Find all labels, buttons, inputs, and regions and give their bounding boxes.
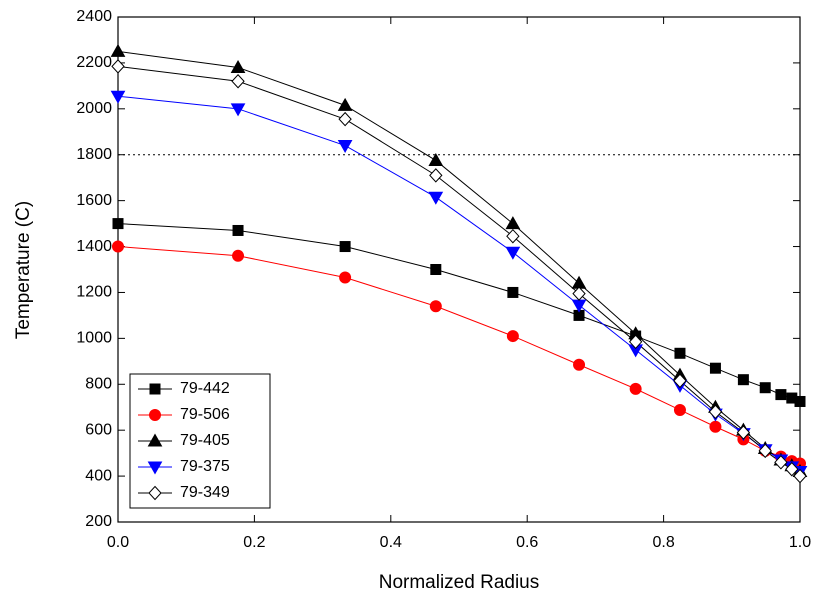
data-point	[736, 425, 751, 440]
data-point	[572, 286, 586, 301]
x-tick-label: 0.4	[380, 534, 402, 551]
data-point	[430, 264, 442, 275]
x-tick-label: 0.6	[516, 534, 538, 551]
data-point	[573, 358, 586, 371]
data-point	[338, 111, 352, 127]
y-tick-label: 1200	[76, 284, 112, 301]
legend-label: 79-349	[180, 484, 230, 501]
data-point	[111, 59, 125, 74]
data-point	[429, 300, 442, 313]
x-tick-label: 0.0	[107, 534, 129, 551]
legend-label: 79-405	[180, 432, 230, 449]
x-axis-label: Normalized Radius	[379, 572, 540, 593]
data-point	[709, 362, 721, 374]
data-point	[429, 168, 443, 183]
x-tick-label: 0.8	[652, 534, 674, 551]
y-tick-label: 400	[85, 467, 112, 484]
data-point	[232, 249, 245, 262]
data-point	[794, 395, 806, 407]
legend-label: 79-442	[180, 380, 230, 397]
data-point	[337, 97, 353, 111]
legend-label: 79-375	[180, 458, 230, 475]
data-point	[737, 374, 749, 386]
data-point	[628, 334, 643, 350]
y-tick-label: 800	[85, 375, 112, 392]
legend-marker	[148, 485, 162, 501]
legend-marker	[149, 409, 161, 421]
y-tick-label: 2400	[76, 8, 112, 25]
data-point	[674, 347, 686, 359]
data-point	[505, 246, 521, 260]
data-point	[112, 240, 124, 253]
y-tick-label: 1600	[76, 192, 112, 209]
x-tick-label: 1.0	[789, 534, 811, 551]
y-tick-label: 200	[85, 513, 112, 530]
y-tick-label: 600	[85, 421, 112, 438]
data-point	[629, 382, 642, 395]
data-point	[428, 191, 444, 205]
y-axis-label: Temperature (C)	[13, 201, 34, 339]
y-tick-label: 2000	[76, 100, 112, 117]
data-point	[793, 468, 807, 484]
data-point	[785, 461, 799, 477]
y-tick-label: 1800	[76, 146, 112, 163]
data-point	[339, 241, 351, 253]
data-point	[231, 74, 245, 89]
y-tick-label: 1000	[76, 330, 112, 347]
data-point	[110, 43, 126, 57]
data-point	[506, 228, 520, 244]
legend-marker	[147, 433, 163, 447]
data-point	[428, 152, 444, 166]
data-point	[337, 140, 353, 154]
data-point	[230, 59, 246, 73]
data-point	[759, 382, 771, 394]
data-point	[232, 224, 244, 236]
data-point	[708, 404, 723, 420]
data-point	[506, 330, 519, 343]
data-point	[673, 403, 686, 416]
data-point	[507, 286, 519, 298]
y-tick-label: 2200	[76, 54, 112, 71]
legend-marker	[149, 383, 161, 395]
data-point	[230, 103, 246, 117]
data-point	[758, 443, 772, 459]
data-point	[571, 299, 587, 313]
data-point	[709, 420, 722, 433]
data-point	[775, 389, 787, 401]
legend-marker	[147, 461, 163, 475]
y-tick-label: 1400	[76, 238, 112, 255]
data-point	[774, 455, 788, 470]
x-tick-label: 0.2	[243, 534, 265, 551]
data-point	[673, 373, 687, 389]
data-point	[110, 90, 126, 104]
data-point	[112, 218, 124, 230]
data-point	[339, 271, 352, 284]
legend-label: 79-506	[180, 406, 230, 423]
data-point	[505, 216, 521, 230]
plot-frame	[117, 16, 801, 523]
